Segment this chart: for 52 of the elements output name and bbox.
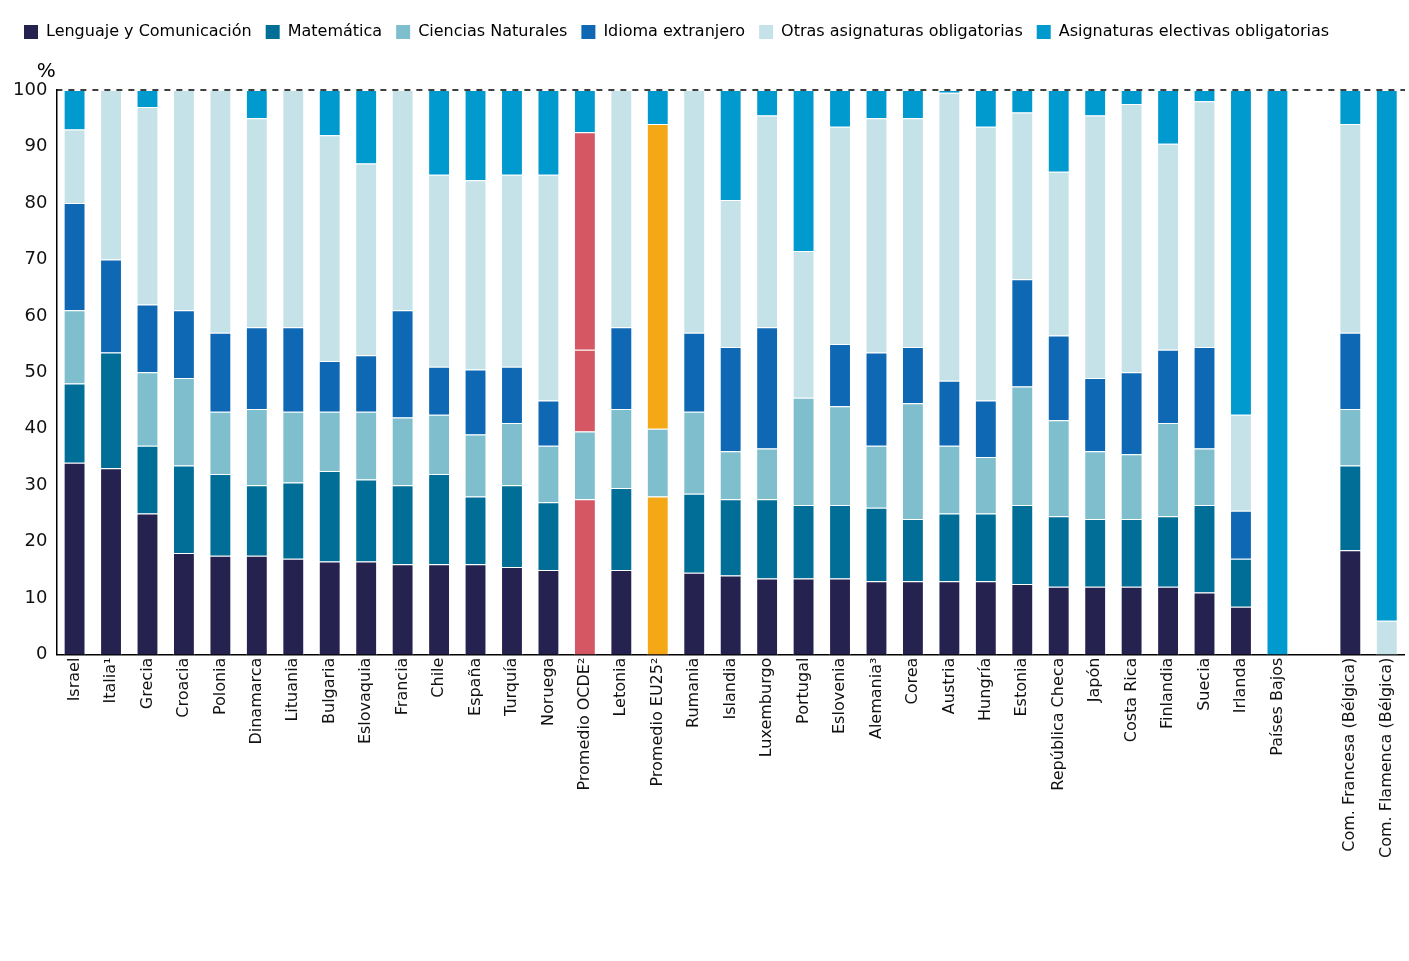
x-tick-label: Austria: [938, 657, 958, 715]
y-tick-label: 40: [24, 416, 48, 438]
x-tick-label: Finlandia: [1157, 657, 1177, 730]
x-tick-label: Com. Flamenca (Bélgica): [1375, 657, 1395, 859]
x-tick-label: Estonia: [1011, 657, 1031, 717]
x-tick-label: Hungría: [974, 657, 994, 721]
x-tick-label: Países Bajos: [1266, 657, 1286, 756]
x-tick-label: Dinamarca: [245, 657, 265, 745]
legend-label: Asignaturas electivas obligatorias: [1058, 21, 1330, 41]
y-tick-label: 10: [24, 585, 48, 607]
legend-label: Matemática: [287, 21, 383, 41]
x-tick-label: Alemania³: [865, 657, 885, 740]
y-tick-label: 90: [24, 134, 48, 156]
x-tick-label: Luxemburgo: [756, 657, 776, 758]
legend-label: Idioma extranjero: [603, 21, 746, 41]
x-tick-label: España: [464, 657, 484, 716]
x-tick-label: Eslovenia: [829, 657, 849, 735]
x-tick-label: Promedio EU25²: [646, 657, 666, 787]
x-tick-label: Rumania: [683, 657, 703, 728]
x-tick-label: Turquía: [501, 657, 521, 717]
y-tick-label: 50: [24, 359, 48, 381]
x-tick-label: Croacia: [173, 657, 193, 718]
x-tick-label: Polonia: [209, 657, 229, 716]
y-tick-label: 80: [24, 190, 48, 212]
x-tick-label: Corea: [902, 657, 922, 705]
y-tick-label: 0: [35, 642, 48, 664]
x-tick-label: Islandia: [719, 657, 739, 720]
x-tick-label: Noruega: [537, 657, 557, 726]
x-tick-label: Japón: [1084, 657, 1104, 704]
x-tick-label: República Checa: [1047, 657, 1067, 791]
x-tick-label: Grecia: [136, 657, 156, 710]
x-tick-label: Israel: [63, 657, 83, 702]
x-tick-label: Costa Rica: [1120, 657, 1140, 743]
x-tick-label: Bulgaria: [318, 657, 338, 724]
x-tick-label: Chile: [428, 657, 448, 698]
y-tick-label: 60: [24, 303, 48, 325]
legend-label: Otras asignaturas obligatorias: [781, 21, 1023, 41]
legend-label: Ciencias Naturales: [418, 21, 568, 41]
x-tick-label: Letonia: [610, 657, 630, 717]
legend-label: Lenguaje y Comunicación: [46, 21, 252, 41]
x-tick-label: Francia: [391, 657, 411, 716]
y-tick-label: 30: [24, 472, 48, 494]
x-tick-label: Suecia: [1193, 657, 1213, 711]
x-tick-label: Com. Francesa (Bélgica): [1339, 657, 1359, 852]
x-tick-label: Promedio OCDE²: [574, 657, 594, 791]
y-tick-label: 70: [24, 247, 48, 269]
x-tick-label: Irlanda: [1230, 657, 1250, 714]
x-tick-label: Eslovaquia: [355, 657, 375, 745]
x-tick-label: Lituania: [282, 657, 302, 722]
y-tick-label: 20: [24, 529, 48, 551]
x-tick-label: Italia¹: [100, 657, 120, 704]
x-tick-label: Portugal: [792, 657, 812, 724]
